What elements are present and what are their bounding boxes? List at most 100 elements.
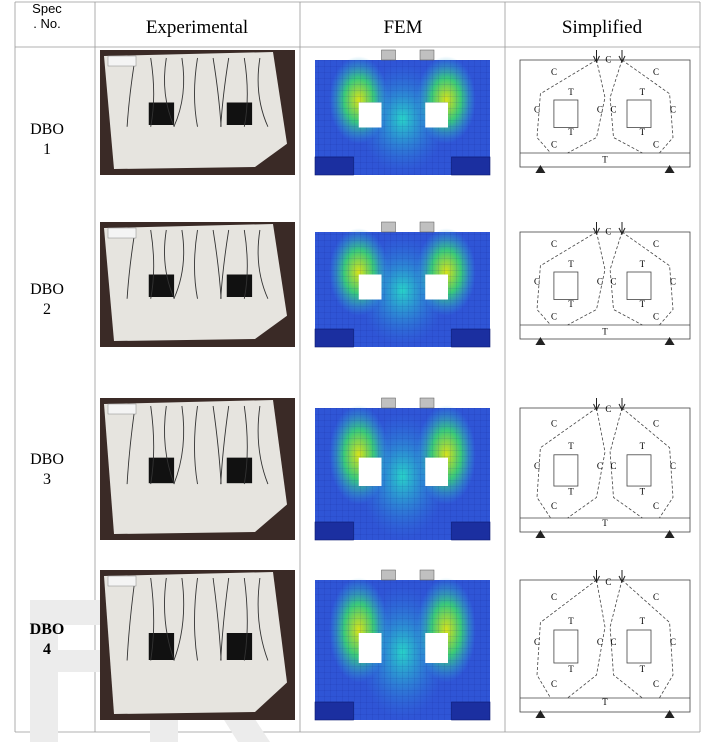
strut-tie-diagram: CCCCCCCCCTTTTT [520, 398, 690, 538]
experimental-photo [100, 398, 295, 540]
compression-label: C [597, 105, 603, 115]
experimental-photo [100, 50, 295, 175]
diagram-frame [520, 408, 690, 532]
compression-label: C [653, 140, 659, 150]
compression-label: C [670, 277, 676, 287]
tension-label: T [568, 299, 574, 309]
support-block [452, 157, 491, 175]
tension-label: T [640, 259, 646, 269]
opening [359, 633, 382, 663]
compression-label: C [653, 501, 659, 511]
opening [359, 458, 382, 486]
tension-label: T [568, 487, 574, 497]
compression-label: C [551, 418, 557, 428]
diagram-frame [520, 60, 690, 167]
compression-label: C [670, 461, 676, 471]
compression-label: C [670, 637, 676, 647]
load-plate [420, 570, 434, 580]
compression-label: C [597, 461, 603, 471]
table-row: DBO2CCCCCCCCCTTTTT [30, 222, 690, 347]
tension-label: T [602, 155, 608, 165]
load-plate [382, 50, 396, 60]
row-label: 4 [43, 641, 51, 658]
header-cell: Simplified [562, 17, 643, 38]
compression-label: C [605, 55, 611, 65]
tension-label: T [640, 664, 646, 674]
load-plate [382, 570, 396, 580]
compression-label: C [551, 312, 557, 322]
tension-label: T [640, 127, 646, 137]
compression-label: C [551, 679, 557, 689]
compression-label: C [653, 312, 659, 322]
compression-label: C [605, 404, 611, 414]
opening [425, 275, 448, 300]
tension-label: T [568, 616, 574, 626]
load-plate [420, 398, 434, 408]
row-label: DBO [30, 121, 64, 138]
compression-label: C [610, 105, 616, 115]
compression-label: C [534, 461, 540, 471]
row-label: DBO [30, 621, 65, 638]
diagram-frame [520, 580, 690, 712]
tension-label: T [640, 87, 646, 97]
tension-label: T [568, 664, 574, 674]
tension-label: T [602, 697, 608, 707]
strut-tie-diagram: CCCCCCCCCTTTTT [520, 222, 690, 345]
opening [359, 103, 382, 128]
header-cell: Experimental [146, 17, 248, 38]
row-label: 3 [43, 471, 51, 488]
opening [227, 275, 252, 298]
compression-label: C [534, 277, 540, 287]
load-plate [420, 50, 434, 60]
row-label: DBO [30, 451, 64, 468]
tension-label: T [568, 87, 574, 97]
compression-label: C [551, 501, 557, 511]
compression-label: C [597, 637, 603, 647]
header-cell: . No. [33, 16, 60, 31]
fem-plot [315, 398, 490, 540]
header-cell: Spec [32, 1, 62, 16]
support-block [452, 329, 491, 347]
compression-label: C [610, 461, 616, 471]
compression-label: C [551, 592, 557, 602]
compression-label: C [670, 105, 676, 115]
opening [227, 458, 252, 484]
support-block [452, 522, 491, 540]
compression-label: C [551, 67, 557, 77]
fem-plot [315, 222, 490, 347]
tension-label: T [568, 441, 574, 451]
fem-plot [315, 570, 490, 720]
header-cell: FEM [383, 17, 422, 38]
support-block [452, 702, 491, 720]
tension-label: T [640, 299, 646, 309]
tension-label: T [640, 616, 646, 626]
tension-label: T [568, 127, 574, 137]
mesh-grid [315, 408, 490, 540]
compression-label: C [653, 67, 659, 77]
opening [359, 275, 382, 300]
compression-label: C [653, 239, 659, 249]
compression-label: C [551, 140, 557, 150]
experimental-photo [100, 222, 295, 347]
specimen-tag [108, 576, 136, 586]
tension-label: T [640, 487, 646, 497]
specimen-tag [108, 56, 136, 66]
tension-label: T [640, 441, 646, 451]
compression-label: C [610, 277, 616, 287]
load-plate [420, 222, 434, 232]
compression-label: C [653, 592, 659, 602]
compression-label: C [534, 105, 540, 115]
tension-label: T [602, 518, 608, 528]
opening [227, 633, 252, 660]
diagram-frame [520, 232, 690, 339]
strut-tie-diagram: CCCCCCCCCTTTTT [520, 570, 690, 718]
support-block [315, 329, 354, 347]
fem-plot [315, 50, 490, 175]
support-block [315, 157, 354, 175]
compression-label: C [551, 239, 557, 249]
row-label: 2 [43, 301, 51, 318]
row-label: 1 [43, 141, 51, 158]
row-label: DBO [30, 281, 64, 298]
